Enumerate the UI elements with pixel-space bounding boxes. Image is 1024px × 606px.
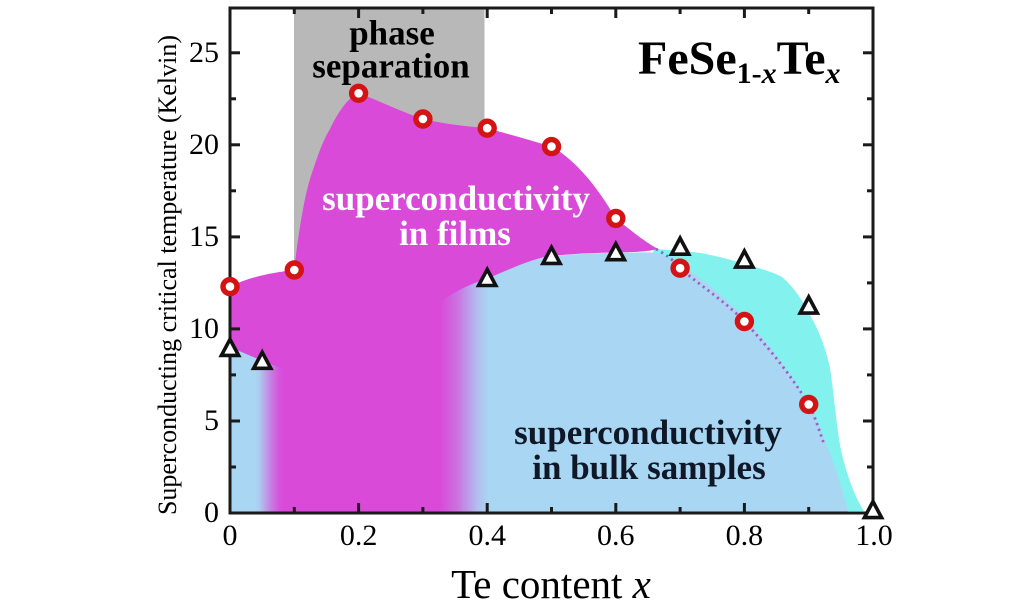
svg-text:25: 25 [189,36,219,69]
svg-text:Te content x: Te content x [451,561,651,606]
svg-text:0.2: 0.2 [340,519,378,552]
svg-text:in bulk samples: in bulk samples [532,448,765,487]
svg-text:0.4: 0.4 [468,519,506,552]
svg-text:in films: in films [399,214,511,253]
svg-text:10: 10 [189,312,219,345]
svg-text:0: 0 [223,519,238,552]
svg-text:Superconducting critical tempe: Superconducting critical temperature (Ke… [153,35,182,515]
svg-text:separation: separation [312,47,470,86]
svg-text:20: 20 [189,128,219,161]
svg-text:superconductivity: superconductivity [322,179,590,218]
svg-text:phase: phase [349,14,435,53]
svg-text:1.0: 1.0 [855,519,893,552]
svg-text:5: 5 [204,404,219,437]
svg-text:15: 15 [189,220,219,253]
svg-text:superconductivity: superconductivity [514,413,782,452]
svg-text:0.8: 0.8 [726,519,764,552]
svg-text:0.6: 0.6 [597,519,635,552]
svg-text:0: 0 [204,496,219,529]
